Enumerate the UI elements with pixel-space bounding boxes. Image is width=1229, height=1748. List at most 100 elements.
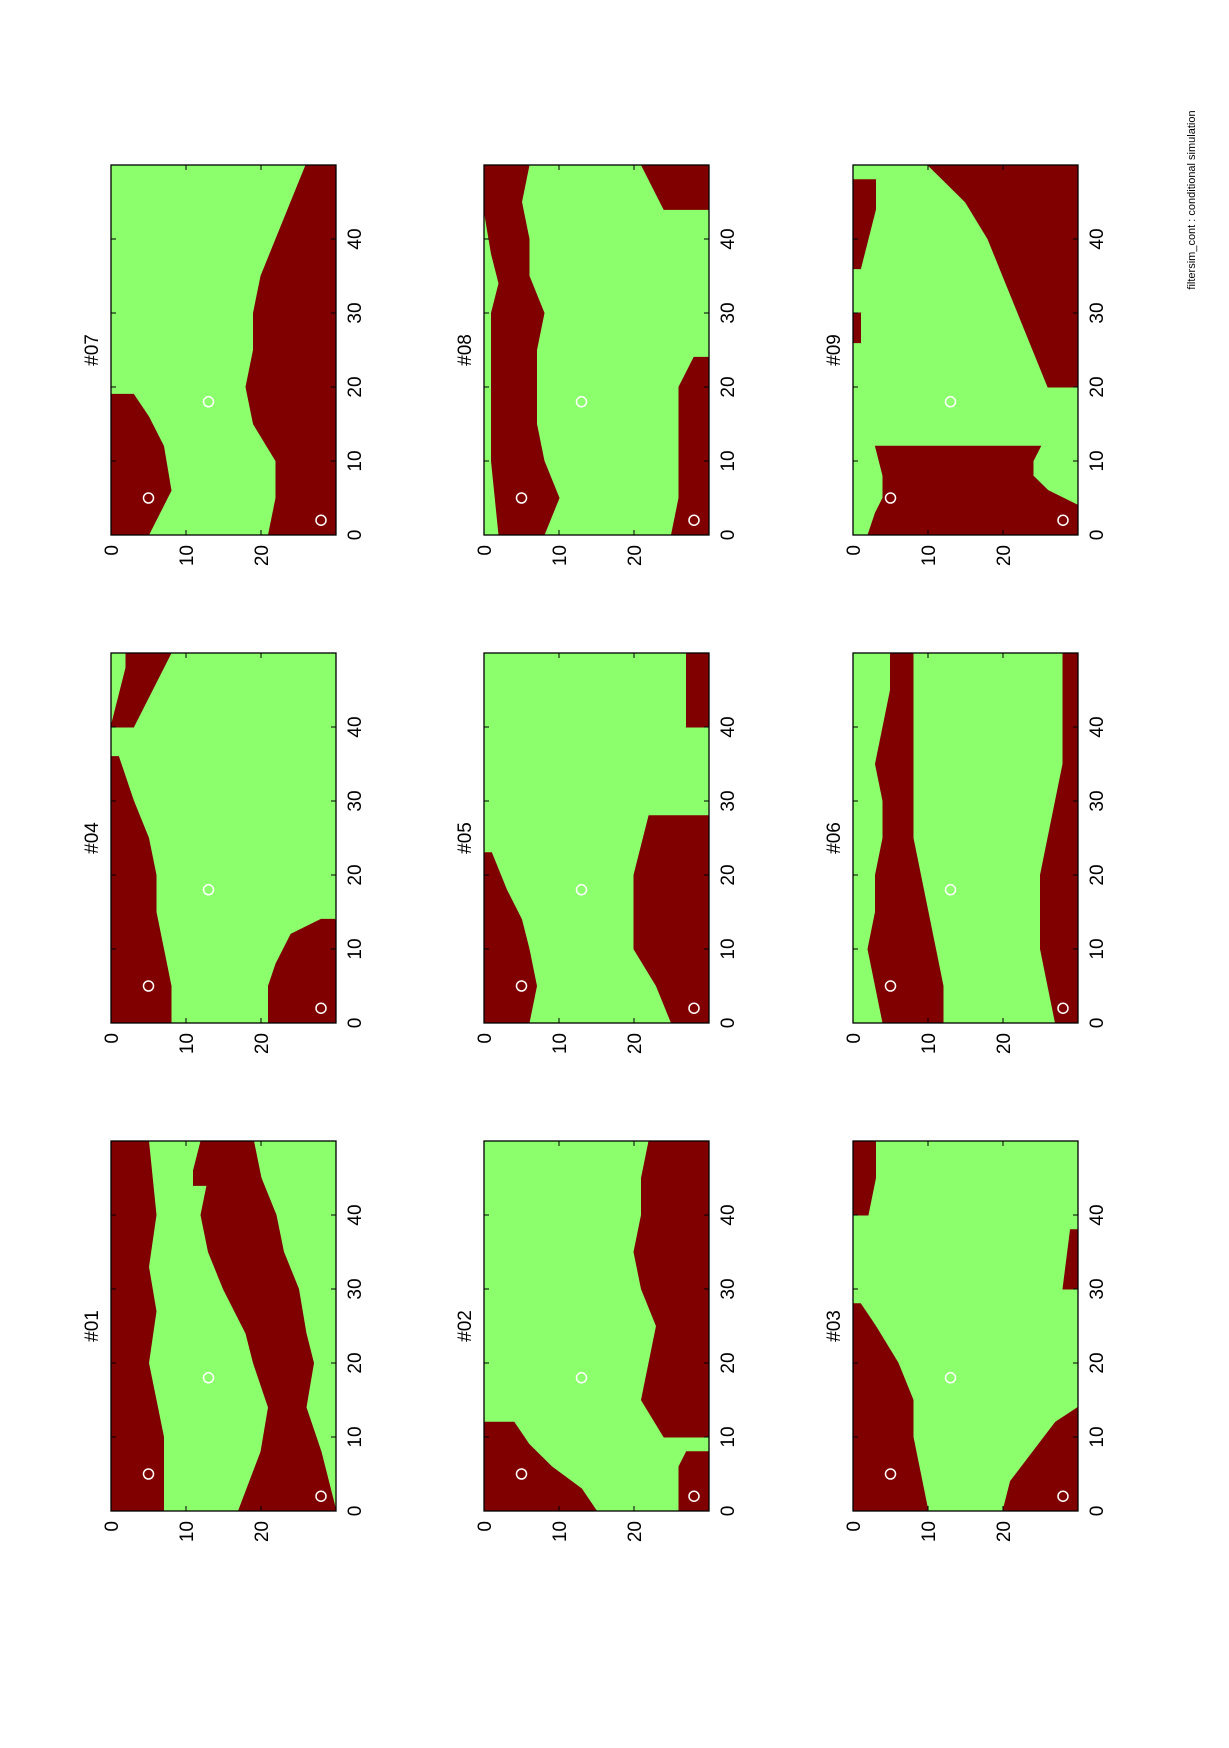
y-tick-label: 20 bbox=[252, 545, 273, 566]
x-tick-label: 20 bbox=[345, 864, 366, 885]
panel-title: #07 bbox=[82, 334, 103, 366]
conditioning-point-2 bbox=[202, 396, 215, 408]
x-tick-label: 30 bbox=[1087, 1278, 1108, 1299]
x-tick-label: 40 bbox=[345, 716, 366, 737]
panel-title: #03 bbox=[824, 1310, 845, 1342]
x-tick-label: 0 bbox=[1087, 1506, 1108, 1517]
y-tick-label: 0 bbox=[102, 545, 123, 556]
x-tick-label: 20 bbox=[718, 1352, 739, 1373]
x-tick-label: 20 bbox=[718, 376, 739, 397]
panel-title: #06 bbox=[824, 822, 845, 854]
y-tick-label: 10 bbox=[919, 1521, 940, 1542]
realization-panel-05: #05 0 10 20 30 40 0 10 20 bbox=[455, 652, 739, 1054]
conditioning-point-2 bbox=[944, 396, 957, 408]
x-tick-label: 0 bbox=[1087, 530, 1108, 541]
x-tick-label: 0 bbox=[718, 530, 739, 541]
x-tick-label: 30 bbox=[345, 790, 366, 811]
x-tick-label: 0 bbox=[345, 530, 366, 541]
x-tick-label: 20 bbox=[345, 376, 366, 397]
plot-frame bbox=[852, 164, 1079, 536]
y-tick-label: 0 bbox=[475, 1521, 496, 1532]
conditioning-point-1 bbox=[142, 980, 155, 992]
y-tick-label: 10 bbox=[550, 545, 571, 566]
x-tick-label: 40 bbox=[345, 228, 366, 249]
panel-title: #02 bbox=[455, 1310, 476, 1342]
conditioning-point-1 bbox=[142, 492, 155, 504]
channel-body-4 bbox=[852, 312, 861, 344]
conditioning-point-3 bbox=[1057, 1002, 1069, 1014]
conditioning-point-2 bbox=[202, 884, 215, 896]
x-tick-label: 10 bbox=[718, 938, 739, 959]
realization-panel-03: #03 0 10 20 30 40 0 10 20 bbox=[824, 1140, 1108, 1542]
realization-panel-04: #04 0 10 20 30 40 0 10 20 bbox=[82, 652, 366, 1054]
y-tick-label: 10 bbox=[919, 1033, 940, 1054]
realization-panel-08: #08 0 10 20 30 40 0 10 20 bbox=[455, 164, 739, 566]
channel-body-2 bbox=[633, 1140, 710, 1438]
y-tick-label: 20 bbox=[994, 545, 1015, 566]
conditioning-point-2 bbox=[575, 1372, 588, 1384]
conditioning-point-2 bbox=[944, 1372, 957, 1384]
y-tick-label: 20 bbox=[252, 1033, 273, 1054]
conditioning-point-1 bbox=[884, 1468, 897, 1480]
x-tick-label: 20 bbox=[1087, 1352, 1108, 1373]
y-tick-label: 0 bbox=[844, 545, 865, 556]
conditioning-point-3 bbox=[315, 1490, 327, 1502]
realization-panel-07: #07 0 10 20 30 40 0 10 20 bbox=[82, 164, 366, 566]
y-tick-label: 10 bbox=[177, 1521, 198, 1542]
panel-title: #09 bbox=[824, 334, 845, 366]
x-tick-label: 40 bbox=[718, 228, 739, 249]
channel-body-3 bbox=[686, 652, 710, 728]
x-tick-label: 30 bbox=[718, 302, 739, 323]
panel-title: #05 bbox=[455, 822, 476, 854]
x-tick-label: 10 bbox=[718, 1426, 739, 1447]
y-tick-label: 10 bbox=[177, 1033, 198, 1054]
x-tick-label: 10 bbox=[345, 450, 366, 471]
x-tick-label: 10 bbox=[1087, 1426, 1108, 1447]
conditioning-point-1 bbox=[515, 1468, 528, 1480]
conditioning-point-2 bbox=[944, 884, 957, 896]
x-tick-label: 30 bbox=[718, 790, 739, 811]
y-tick-label: 10 bbox=[550, 1033, 571, 1054]
x-tick-label: 20 bbox=[718, 864, 739, 885]
plot-frame bbox=[483, 652, 710, 1024]
x-tick-label: 10 bbox=[345, 1426, 366, 1447]
plot-frame bbox=[110, 164, 337, 536]
conditioning-point-1 bbox=[515, 492, 528, 504]
x-tick-label: 40 bbox=[345, 1204, 366, 1225]
conditioning-point-1 bbox=[142, 1468, 155, 1480]
y-tick-label: 0 bbox=[844, 1521, 865, 1532]
x-tick-label: 30 bbox=[718, 1278, 739, 1299]
y-tick-label: 0 bbox=[475, 545, 496, 556]
plot-frame bbox=[110, 1140, 337, 1512]
x-tick-label: 40 bbox=[1087, 716, 1108, 737]
x-tick-label: 40 bbox=[1087, 228, 1108, 249]
x-tick-label: 10 bbox=[345, 938, 366, 959]
realization-panel-02: #02 0 10 20 30 40 0 10 20 bbox=[455, 1140, 739, 1542]
x-tick-label: 30 bbox=[345, 1278, 366, 1299]
x-tick-label: 0 bbox=[345, 1018, 366, 1029]
y-tick-label: 10 bbox=[177, 545, 198, 566]
conditioning-point-2 bbox=[202, 1372, 215, 1384]
x-tick-label: 0 bbox=[345, 1506, 366, 1517]
realization-panel-01: #01 0 10 20 30 40 0 10 20 bbox=[82, 1140, 366, 1542]
x-tick-label: 40 bbox=[1087, 1204, 1108, 1225]
y-tick-label: 20 bbox=[625, 1521, 646, 1542]
panel-title: #08 bbox=[455, 334, 476, 366]
x-tick-label: 20 bbox=[345, 1352, 366, 1373]
x-tick-label: 10 bbox=[1087, 938, 1108, 959]
conditioning-point-3 bbox=[688, 514, 700, 526]
plot-frame bbox=[852, 652, 1079, 1024]
x-tick-label: 10 bbox=[1087, 450, 1108, 471]
plot-frame bbox=[110, 652, 337, 1024]
y-tick-label: 0 bbox=[475, 1033, 496, 1044]
x-tick-label: 0 bbox=[1087, 1018, 1108, 1029]
conditioning-point-3 bbox=[688, 1002, 700, 1014]
figure-caption: filtersim_cont : conditional simulation bbox=[1186, 110, 1198, 289]
conditioning-point-3 bbox=[688, 1490, 700, 1502]
conditioning-point-1 bbox=[515, 980, 528, 992]
plot-frame bbox=[483, 1140, 710, 1512]
y-tick-label: 0 bbox=[102, 1521, 123, 1532]
conditioning-point-3 bbox=[315, 1002, 327, 1014]
y-tick-label: 20 bbox=[994, 1033, 1015, 1054]
